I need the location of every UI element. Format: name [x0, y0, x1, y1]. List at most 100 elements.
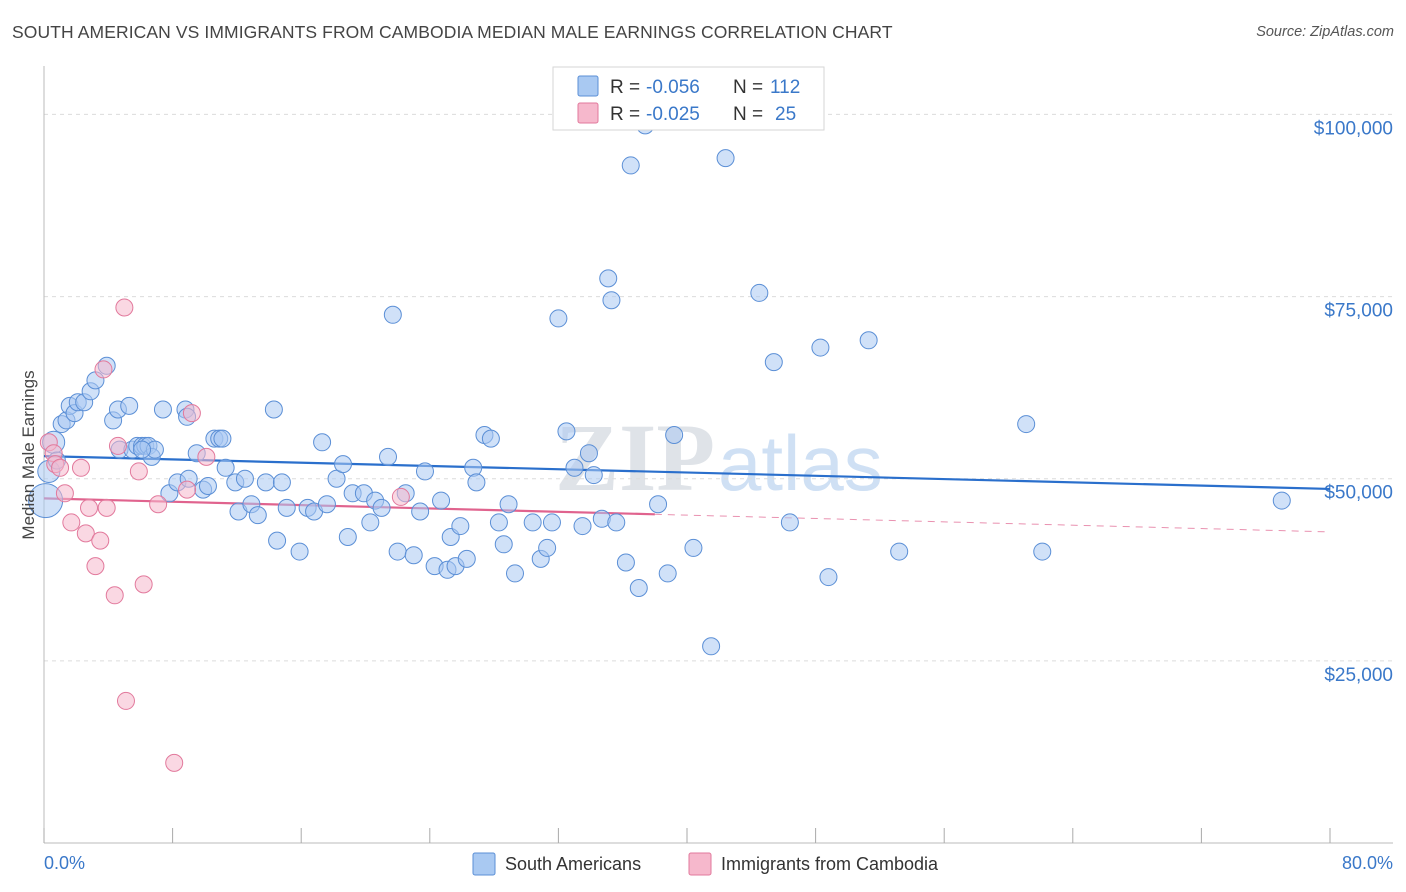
point-series1-18 [134, 575, 153, 594]
point-series0-47 [277, 498, 296, 517]
point-series0-94 [599, 269, 618, 288]
point-series0-48 [290, 542, 309, 561]
legend-swatch-south-americans [577, 75, 599, 97]
y-tick-label-2: $75,000 [1324, 301, 1393, 322]
point-series1-24 [391, 487, 410, 506]
series-legend: South Americans Immigrants from Cambodia [472, 852, 939, 876]
point-series0-61 [379, 447, 398, 466]
stats-legend: R = -0.056 N = 112 R = -0.025 N = 25 [552, 66, 825, 131]
point-series0-105 [702, 637, 721, 656]
point-series0-24 [133, 440, 152, 459]
point-series1-9 [86, 557, 105, 576]
point-series0-95 [602, 291, 621, 310]
point-series1-11 [94, 360, 113, 379]
legend-r-value-1: -0.056 [646, 77, 700, 98]
bottom-legend-label-south-americans: South Americans [505, 854, 641, 874]
point-series0-37 [216, 458, 235, 477]
x-tick-max: 80.0% [1342, 853, 1393, 873]
point-series0-78 [481, 429, 500, 448]
chart-title: SOUTH AMERICAN VS IMMIGRANTS FROM CAMBOD… [12, 22, 893, 42]
point-series1-16 [116, 691, 135, 710]
point-series0-113 [890, 542, 909, 561]
point-series0-97 [616, 553, 635, 572]
trend-line-cambodia-dashed [654, 513, 1331, 533]
point-series0-76 [467, 473, 486, 492]
point-series0-85 [538, 538, 557, 557]
point-series0-101 [649, 495, 668, 514]
point-series0-82 [505, 564, 524, 583]
point-series0-45 [268, 531, 287, 550]
legend-n-value-1: 112 [770, 77, 800, 98]
y-tick-label-1: $50,000 [1324, 483, 1393, 504]
point-series0-52 [317, 495, 336, 514]
point-series1-12 [97, 498, 116, 517]
point-series1-10 [91, 531, 110, 550]
point-series0-60 [372, 498, 391, 517]
point-series0-66 [411, 502, 430, 521]
point-series0-33 [198, 477, 217, 495]
point-series1-14 [108, 436, 127, 455]
watermark-zip: ZIP [555, 404, 715, 511]
legend-n-label-1: N = [733, 77, 763, 98]
point-series1-8 [80, 498, 99, 517]
point-series1-22 [182, 404, 201, 423]
point-series1-21 [178, 480, 197, 499]
point-series1-13 [105, 586, 124, 605]
legend-r-label-1: R = [610, 77, 640, 98]
trend-line-south-americans [43, 455, 1331, 491]
point-series1-20 [165, 753, 184, 772]
point-series0-87 [549, 309, 568, 328]
point-series0-86 [542, 513, 561, 532]
point-series0-25 [153, 400, 172, 419]
point-series0-104 [684, 538, 703, 557]
point-series1-4 [55, 484, 74, 503]
point-series0-96 [607, 513, 626, 532]
point-series0-114 [1017, 415, 1036, 434]
point-series0-109 [780, 513, 799, 532]
point-series0-81 [499, 495, 518, 514]
point-series0-73 [451, 517, 470, 536]
point-series1-19 [149, 495, 168, 514]
point-series1-23 [197, 447, 216, 466]
point-series0-51 [313, 433, 332, 452]
legend-swatch-cambodia [577, 102, 599, 124]
legend-n-value-2: 25 [775, 104, 796, 125]
point-series0-79 [489, 513, 508, 532]
point-series0-75 [464, 458, 483, 477]
point-series0-46 [272, 473, 291, 492]
bottom-legend-swatch-south-americans [472, 852, 496, 876]
point-series1-6 [71, 458, 90, 477]
point-series0-103 [665, 426, 684, 444]
point-series0-99 [629, 579, 648, 597]
point-series0-58 [361, 513, 380, 532]
point-series0-55 [338, 528, 357, 546]
point-series1-5 [62, 513, 81, 532]
point-series0-43 [256, 473, 275, 492]
point-series0-80 [494, 535, 513, 554]
chart-source: Source: ZipAtlas.com [1256, 24, 1394, 40]
bottom-legend-swatch-cambodia [688, 852, 712, 876]
point-series0-90 [573, 517, 592, 536]
legend-r-label-2: R = [610, 104, 640, 125]
point-series1-7 [76, 524, 95, 543]
axes [43, 66, 1393, 844]
point-series0-65 [404, 546, 423, 565]
point-series0-88 [557, 422, 576, 441]
point-series0-83 [523, 513, 542, 532]
point-series0-62 [383, 305, 402, 324]
point-series0-36 [213, 429, 232, 448]
point-series0-42 [248, 506, 267, 525]
point-series0-110 [811, 338, 830, 357]
y-axis-title: Median Male Earnings [19, 370, 38, 539]
point-series0-63 [388, 542, 407, 561]
bottom-legend-label-cambodia: Immigrants from Cambodia [721, 854, 939, 874]
point-series1-17 [129, 462, 148, 481]
point-series0-40 [235, 469, 254, 488]
watermark-atlas: atlas [718, 419, 883, 507]
point-series1-3 [51, 458, 70, 477]
point-series0-107 [750, 283, 769, 302]
point-series0-116 [1272, 491, 1291, 510]
point-series0-112 [859, 331, 878, 350]
point-series0-108 [764, 353, 783, 372]
point-series0-91 [579, 444, 598, 463]
